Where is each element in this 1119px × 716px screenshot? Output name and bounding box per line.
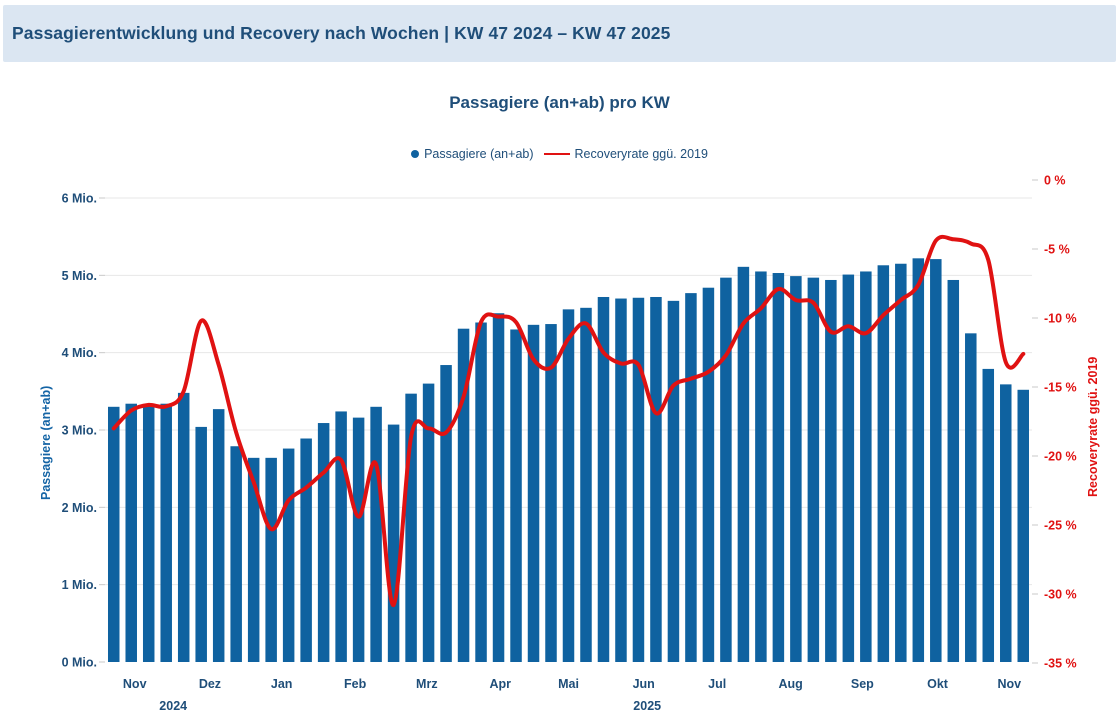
bar-kw-30-2025[interactable]	[720, 277, 732, 662]
bar-kw-33-2025[interactable]	[772, 273, 785, 662]
bar-kw-45-2025[interactable]	[982, 368, 995, 662]
x-month-label: Jan	[271, 677, 293, 691]
x-month-label: Okt	[927, 677, 949, 691]
bar-kw-35-2025[interactable]	[807, 277, 820, 662]
x-year-label: 2025	[633, 699, 661, 713]
bar-kw-09-2025[interactable]	[352, 417, 365, 662]
bar-kw-15-2025[interactable]	[457, 328, 470, 662]
y-left-tick-label: 5 Mio.	[62, 269, 97, 283]
legend-dot-icon	[411, 150, 420, 158]
legend-line-icon	[543, 152, 570, 156]
bar-kw-44-2025[interactable]	[965, 333, 977, 662]
bar-kw-46-2025[interactable]	[1000, 384, 1012, 662]
bar-kw-47-2024[interactable]	[107, 406, 120, 662]
bar-kw-13-2025[interactable]	[422, 383, 435, 662]
bar-kw-43-2025[interactable]	[947, 279, 960, 662]
header-bar: Passagierentwicklung und Recovery nach W…	[3, 5, 1116, 62]
bar-kw-52-2024[interactable]	[195, 426, 207, 662]
bar-kw-39-2025[interactable]	[877, 265, 890, 662]
bar-kw-19-2025[interactable]	[527, 324, 540, 662]
y-right-tick-label: -25 %	[1044, 519, 1077, 533]
bar-kw-42-2025[interactable]	[930, 259, 942, 662]
legend-item-recoveryrate[interactable]: Recoveryrate ggü. 2019	[543, 147, 708, 161]
y-left-tick-label: 4 Mio.	[62, 346, 97, 360]
bar-kw-36-2025[interactable]	[825, 279, 837, 662]
x-month-label: Feb	[344, 677, 367, 691]
bar-kw-20-2025[interactable]	[545, 324, 557, 662]
bar-kw-01-2025[interactable]	[212, 409, 225, 662]
bar-kw-06-2025[interactable]	[300, 438, 312, 662]
y-right-tick-label: -15 %	[1044, 381, 1077, 395]
bar-kw-21-2025[interactable]	[562, 309, 575, 662]
y-left-tick-label: 2 Mio.	[62, 501, 97, 515]
recovery-line[interactable]	[111, 234, 1026, 608]
bar-kw-04-2025[interactable]	[265, 457, 277, 662]
bar-kw-23-2025[interactable]	[597, 296, 610, 662]
bar-kw-49-2024[interactable]	[142, 406, 155, 662]
chart-canvas: 0 Mio. 1 Mio. 2 Mio. 3 Mio. 4 Mio. 5 Mio. 6 Mi…	[62, 174, 1077, 714]
bar-kw-22-2025[interactable]	[580, 307, 592, 662]
bar-kw-07-2025[interactable]	[317, 423, 330, 662]
bar-kw-03-2025[interactable]	[247, 457, 260, 662]
y-right-tick-label: -35 %	[1044, 657, 1077, 671]
x-month-label: Jun	[633, 677, 655, 691]
bar-kw-31-2025[interactable]	[737, 266, 750, 662]
x-month-label: Mrz	[416, 677, 438, 691]
bar-kw-41-2025[interactable]	[912, 258, 925, 662]
y-left-tick-label: 1 Mio.	[62, 578, 97, 592]
legend-item-passagiere[interactable]: Passagiere (an+ab)	[411, 147, 534, 161]
y-right-tick-label: 0 %	[1044, 174, 1066, 188]
x-month-label: Jul	[708, 677, 726, 691]
y-right-tick-label: -20 %	[1044, 450, 1077, 464]
x-month-label: Mai	[558, 677, 579, 691]
bar-kw-26-2025[interactable]	[650, 296, 662, 662]
bar-kw-34-2025[interactable]	[790, 276, 802, 662]
bar-kw-14-2025[interactable]	[440, 365, 452, 662]
bar-kw-37-2025[interactable]	[842, 274, 855, 662]
bar-kw-29-2025[interactable]	[702, 287, 715, 662]
bar-kw-17-2025[interactable]	[492, 313, 505, 662]
page-title: Passagierentwicklung und Recovery nach W…	[12, 23, 671, 43]
bar-kw-24-2025[interactable]	[615, 298, 627, 662]
bar-kw-38-2025[interactable]	[860, 271, 872, 662]
y-right-tick-label: -10 %	[1044, 312, 1077, 326]
bar-kw-02-2025[interactable]	[230, 446, 242, 662]
bar-kw-18-2025[interactable]	[510, 329, 522, 662]
bar-kw-25-2025[interactable]	[632, 297, 645, 662]
x-month-label: Dez	[199, 677, 221, 691]
x-year-label: 2024	[159, 699, 187, 713]
x-month-label: Apr	[490, 677, 512, 691]
legend-label-passagiere: Passagiere (an+ab)	[424, 147, 534, 161]
bar-kw-12-2025[interactable]	[405, 393, 417, 662]
bar-kw-05-2025[interactable]	[282, 448, 295, 662]
bar-kw-16-2025[interactable]	[475, 322, 487, 662]
bar-kw-08-2025[interactable]	[335, 411, 347, 662]
y-left-tick-label: 3 Mio.	[62, 424, 97, 438]
bar-kw-40-2025[interactable]	[895, 263, 907, 662]
x-month-label: Nov	[123, 677, 147, 691]
y-right-tick-label: -30 %	[1044, 588, 1077, 602]
x-month-label: Sep	[851, 677, 874, 691]
legend-label-recoveryrate: Recoveryrate ggü. 2019	[574, 147, 708, 161]
bar-kw-11-2025[interactable]	[387, 424, 400, 662]
bar-kw-32-2025[interactable]	[755, 271, 767, 662]
chart-title: Passagiere (an+ab) pro KW	[449, 93, 670, 112]
bar-kw-28-2025[interactable]	[685, 293, 697, 662]
bar-kw-10-2025[interactable]	[370, 406, 382, 662]
bar-kw-50-2024[interactable]	[160, 403, 172, 662]
x-month-label: Nov	[997, 677, 1021, 691]
y-right-tick-label: -5 %	[1044, 243, 1070, 257]
y-left-tick-label: 0 Mio.	[62, 656, 97, 670]
bar-kw-51-2024[interactable]	[177, 392, 190, 662]
legend: Passagiere (an+ab) Recoveryrate ggü. 201…	[0, 147, 1119, 161]
bar-kw-48-2024[interactable]	[125, 403, 137, 662]
y-left-tick-label: 6 Mio.	[62, 192, 97, 206]
bar-kw-47-2025[interactable]	[1017, 389, 1030, 662]
bar-kw-27-2025[interactable]	[667, 300, 680, 662]
x-month-label: Aug	[778, 677, 802, 691]
